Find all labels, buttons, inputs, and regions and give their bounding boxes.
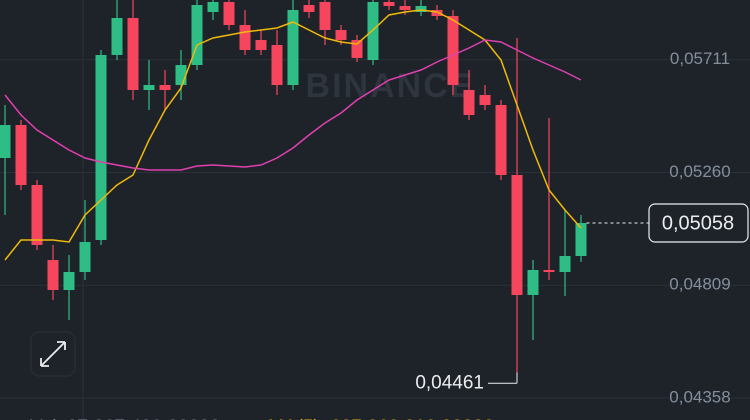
candle-body [175,65,187,85]
candle-body [495,105,507,175]
candle-body [447,16,459,85]
candle-body [543,270,555,272]
y-tick-label: 0,04358 [669,387,730,406]
candle-body [191,5,203,65]
candle-body [127,18,139,90]
y-tick-label: 0,05711 [670,49,730,68]
expand-button[interactable] [30,331,76,377]
candle-body [575,223,587,256]
y-tick-label: 0,04809 [669,275,730,294]
expand-icon [40,341,66,367]
candle-body [207,1,219,12]
plot [0,0,587,373]
candle-body [399,6,411,10]
candle-body [31,185,43,245]
candle-body [95,55,107,240]
candle-body [463,90,475,115]
watermark: BINANCE [306,67,475,105]
candle-body [79,242,91,272]
last-price-box [648,203,749,243]
candle-body [479,95,491,105]
candle-body [143,85,155,90]
candle-body [303,5,315,12]
candle-body [63,272,75,290]
candle-body [383,1,395,6]
candle-body [527,270,539,295]
candle-body [223,1,235,25]
candle-body [239,25,251,50]
candle-body [319,1,331,30]
candle-body [431,10,443,16]
candle-body [287,10,299,85]
candle-body [111,18,123,55]
candle-body [255,40,267,50]
candle-body [511,175,523,295]
candle-body [367,1,379,60]
last-price-label: 0,05058 [662,212,734,234]
grid [0,59,750,399]
candle-body [0,125,11,158]
candle-body [559,256,571,272]
candle-body [271,45,283,85]
candle-body [351,40,363,58]
candle-body [335,30,347,40]
candle-body [47,260,59,290]
moving-average-line [4,39,582,171]
candle-body [159,85,171,90]
y-tick-label: 0,05260 [669,162,730,181]
footer-text: Vol: 37,067,482.00000 [30,417,220,420]
low-label: 0,04461 [415,372,484,393]
candle-body [415,6,427,12]
candle-body [15,125,27,185]
footer-text: MA(5): 637,263,012.00000 [268,417,494,420]
